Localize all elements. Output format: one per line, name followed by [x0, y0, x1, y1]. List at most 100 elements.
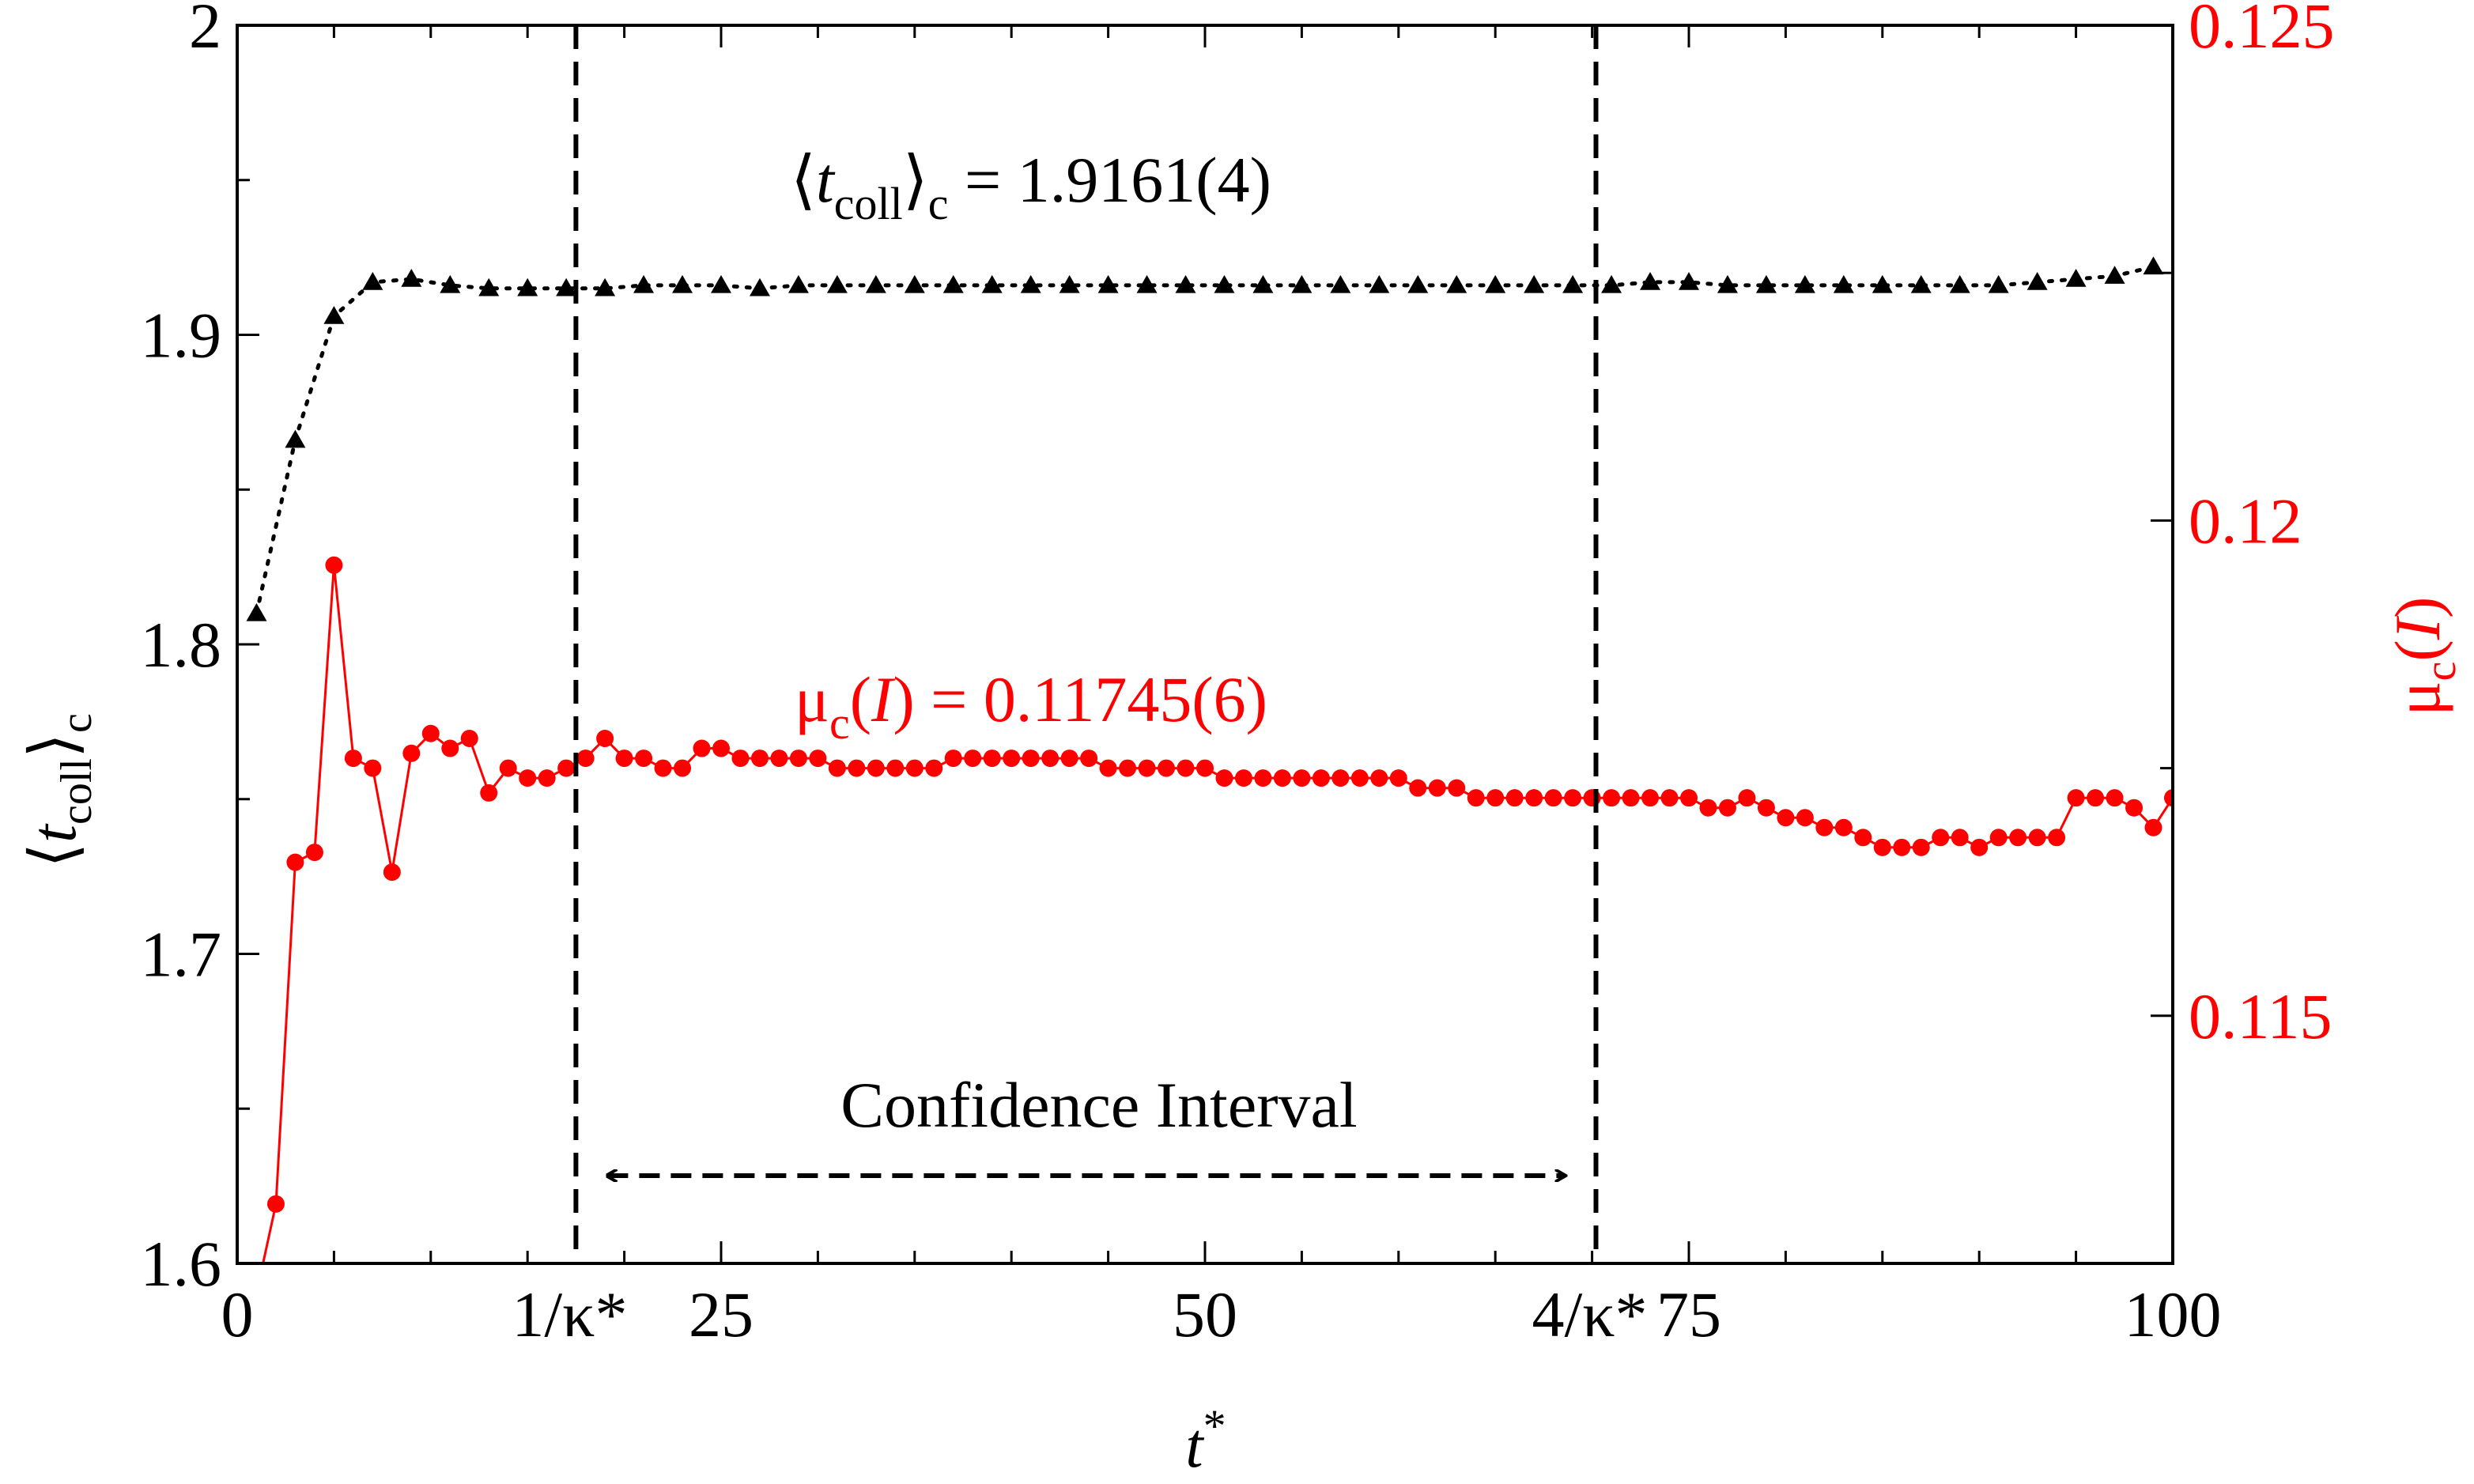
mu_c-point: [1660, 789, 1679, 807]
t_coll-point: [1097, 274, 1119, 293]
mu_c-point: [1603, 789, 1621, 807]
mu_c-point: [867, 759, 885, 777]
x-tick-label: 0: [221, 1278, 254, 1350]
mu_c-point: [1544, 789, 1562, 807]
y-left-axis-label: ⟨tcoll⟩c: [17, 713, 101, 868]
mu_c-point: [1022, 750, 1040, 768]
mu_c-point: [1873, 838, 1891, 856]
t_coll-point: [2026, 271, 2048, 290]
y-left-tick-label: 1.7: [141, 919, 222, 991]
mu_c-point: [1041, 750, 1059, 768]
mu_c-point: [1099, 759, 1117, 777]
mu-annotation: μc(I) = 0.11745(6): [795, 663, 1267, 749]
mu_c-point: [2028, 829, 2046, 847]
mu_c-point: [983, 750, 1001, 768]
mu_c-point: [480, 784, 498, 802]
t_coll-point: [711, 274, 731, 293]
t_coll-point: [246, 602, 267, 621]
mu_c-point: [538, 769, 556, 787]
t_coll-point: [942, 274, 964, 293]
mu_c-point: [1003, 750, 1021, 768]
t_coll-point: [1601, 274, 1622, 293]
mu_c-point: [615, 750, 633, 768]
mu_c-point: [499, 759, 517, 777]
mu_c-point: [1428, 779, 1446, 797]
mu_c-point: [364, 759, 382, 777]
y-right-tick-label: 0.12: [2189, 485, 2302, 557]
x-axis-label: t*: [1185, 1400, 1226, 1482]
mu_c-point: [828, 759, 846, 777]
t-coll-annotation: ⟨tcoll⟩c = 1.9161(4): [791, 144, 1271, 229]
mu_c-point: [519, 769, 537, 787]
mu_c-point: [1370, 769, 1388, 787]
t_coll-point: [440, 274, 461, 293]
t_coll-point: [285, 429, 306, 448]
mu_c-point: [905, 759, 924, 777]
t_coll-point: [1020, 274, 1041, 293]
y-left-tick-label: 1.8: [141, 609, 222, 681]
mu_c-point: [1177, 759, 1195, 777]
mu_c-point: [402, 744, 421, 762]
mu_c-point: [286, 853, 304, 871]
t_coll-point: [633, 274, 655, 293]
t_coll-point: [1407, 274, 1429, 293]
t_coll-point: [826, 274, 848, 293]
mu_c-point: [1834, 818, 1853, 836]
x-special-tick-label: 4/κ*: [1532, 1278, 1647, 1350]
mu_c-point: [2164, 789, 2173, 807]
mu_c-point: [1718, 799, 1736, 817]
mu_c-point: [1312, 769, 1330, 787]
t_coll-point: [788, 274, 809, 293]
y-right-tick-label: 0.115: [2189, 980, 2332, 1052]
t_coll-point: [1369, 274, 1390, 293]
plot-area: [246, 256, 2173, 1263]
t_coll-point: [1214, 274, 1235, 293]
t_coll-point: [1872, 274, 1893, 293]
mu_c-point: [674, 759, 692, 777]
mu_c-point: [325, 556, 343, 574]
t_coll-point: [1136, 274, 1158, 293]
mu_c-point: [2067, 789, 2085, 807]
t_coll-point: [1330, 274, 1351, 293]
mu_c-point: [1467, 789, 1485, 807]
mu_c-point: [1815, 818, 1834, 836]
t_coll-point: [1794, 274, 1815, 293]
mu_c-point: [1912, 838, 1930, 856]
mu_c-point: [1196, 759, 1214, 777]
y-left-tick-label: 1.6: [141, 1228, 222, 1300]
mu_c-point: [1234, 769, 1252, 787]
x-tick-label: 100: [2125, 1278, 2222, 1350]
mu_c-point: [944, 750, 962, 768]
mu_c-point: [1757, 799, 1775, 817]
mu_c-point: [1796, 809, 1814, 827]
t_coll-point: [1562, 274, 1584, 293]
mu_c-point: [1699, 799, 1717, 817]
x-tick-label: 25: [689, 1278, 754, 1350]
mu_c-point: [1932, 829, 1950, 847]
mu_c-point: [1060, 750, 1078, 768]
mu_c-point: [344, 750, 362, 768]
t_coll-point: [1755, 274, 1777, 293]
y-left-tick-label: 1.9: [141, 300, 222, 372]
t_coll-point: [1524, 274, 1545, 293]
mu_c-point: [1158, 759, 1176, 777]
mu_c-point: [1119, 759, 1137, 777]
t_coll-point: [2065, 269, 2087, 287]
mu_c-point: [1893, 838, 1911, 856]
confidence-bounds: [573, 25, 1599, 1263]
mu_c-point: [1254, 769, 1272, 787]
t_coll-point: [904, 274, 925, 293]
mu_c-point: [654, 759, 672, 777]
t_coll-point: [517, 278, 538, 296]
confidence-interval-label: Confidence Interval: [840, 1069, 1357, 1141]
t_coll-point: [595, 278, 616, 296]
mu_c-point: [1486, 789, 1505, 807]
t_coll-point: [1988, 274, 2009, 293]
mu_c-point: [305, 844, 323, 862]
mu_c-point: [750, 750, 769, 768]
mu_c-point: [1331, 769, 1350, 787]
mu_c-point: [421, 724, 440, 742]
mu_c-point: [596, 730, 614, 748]
